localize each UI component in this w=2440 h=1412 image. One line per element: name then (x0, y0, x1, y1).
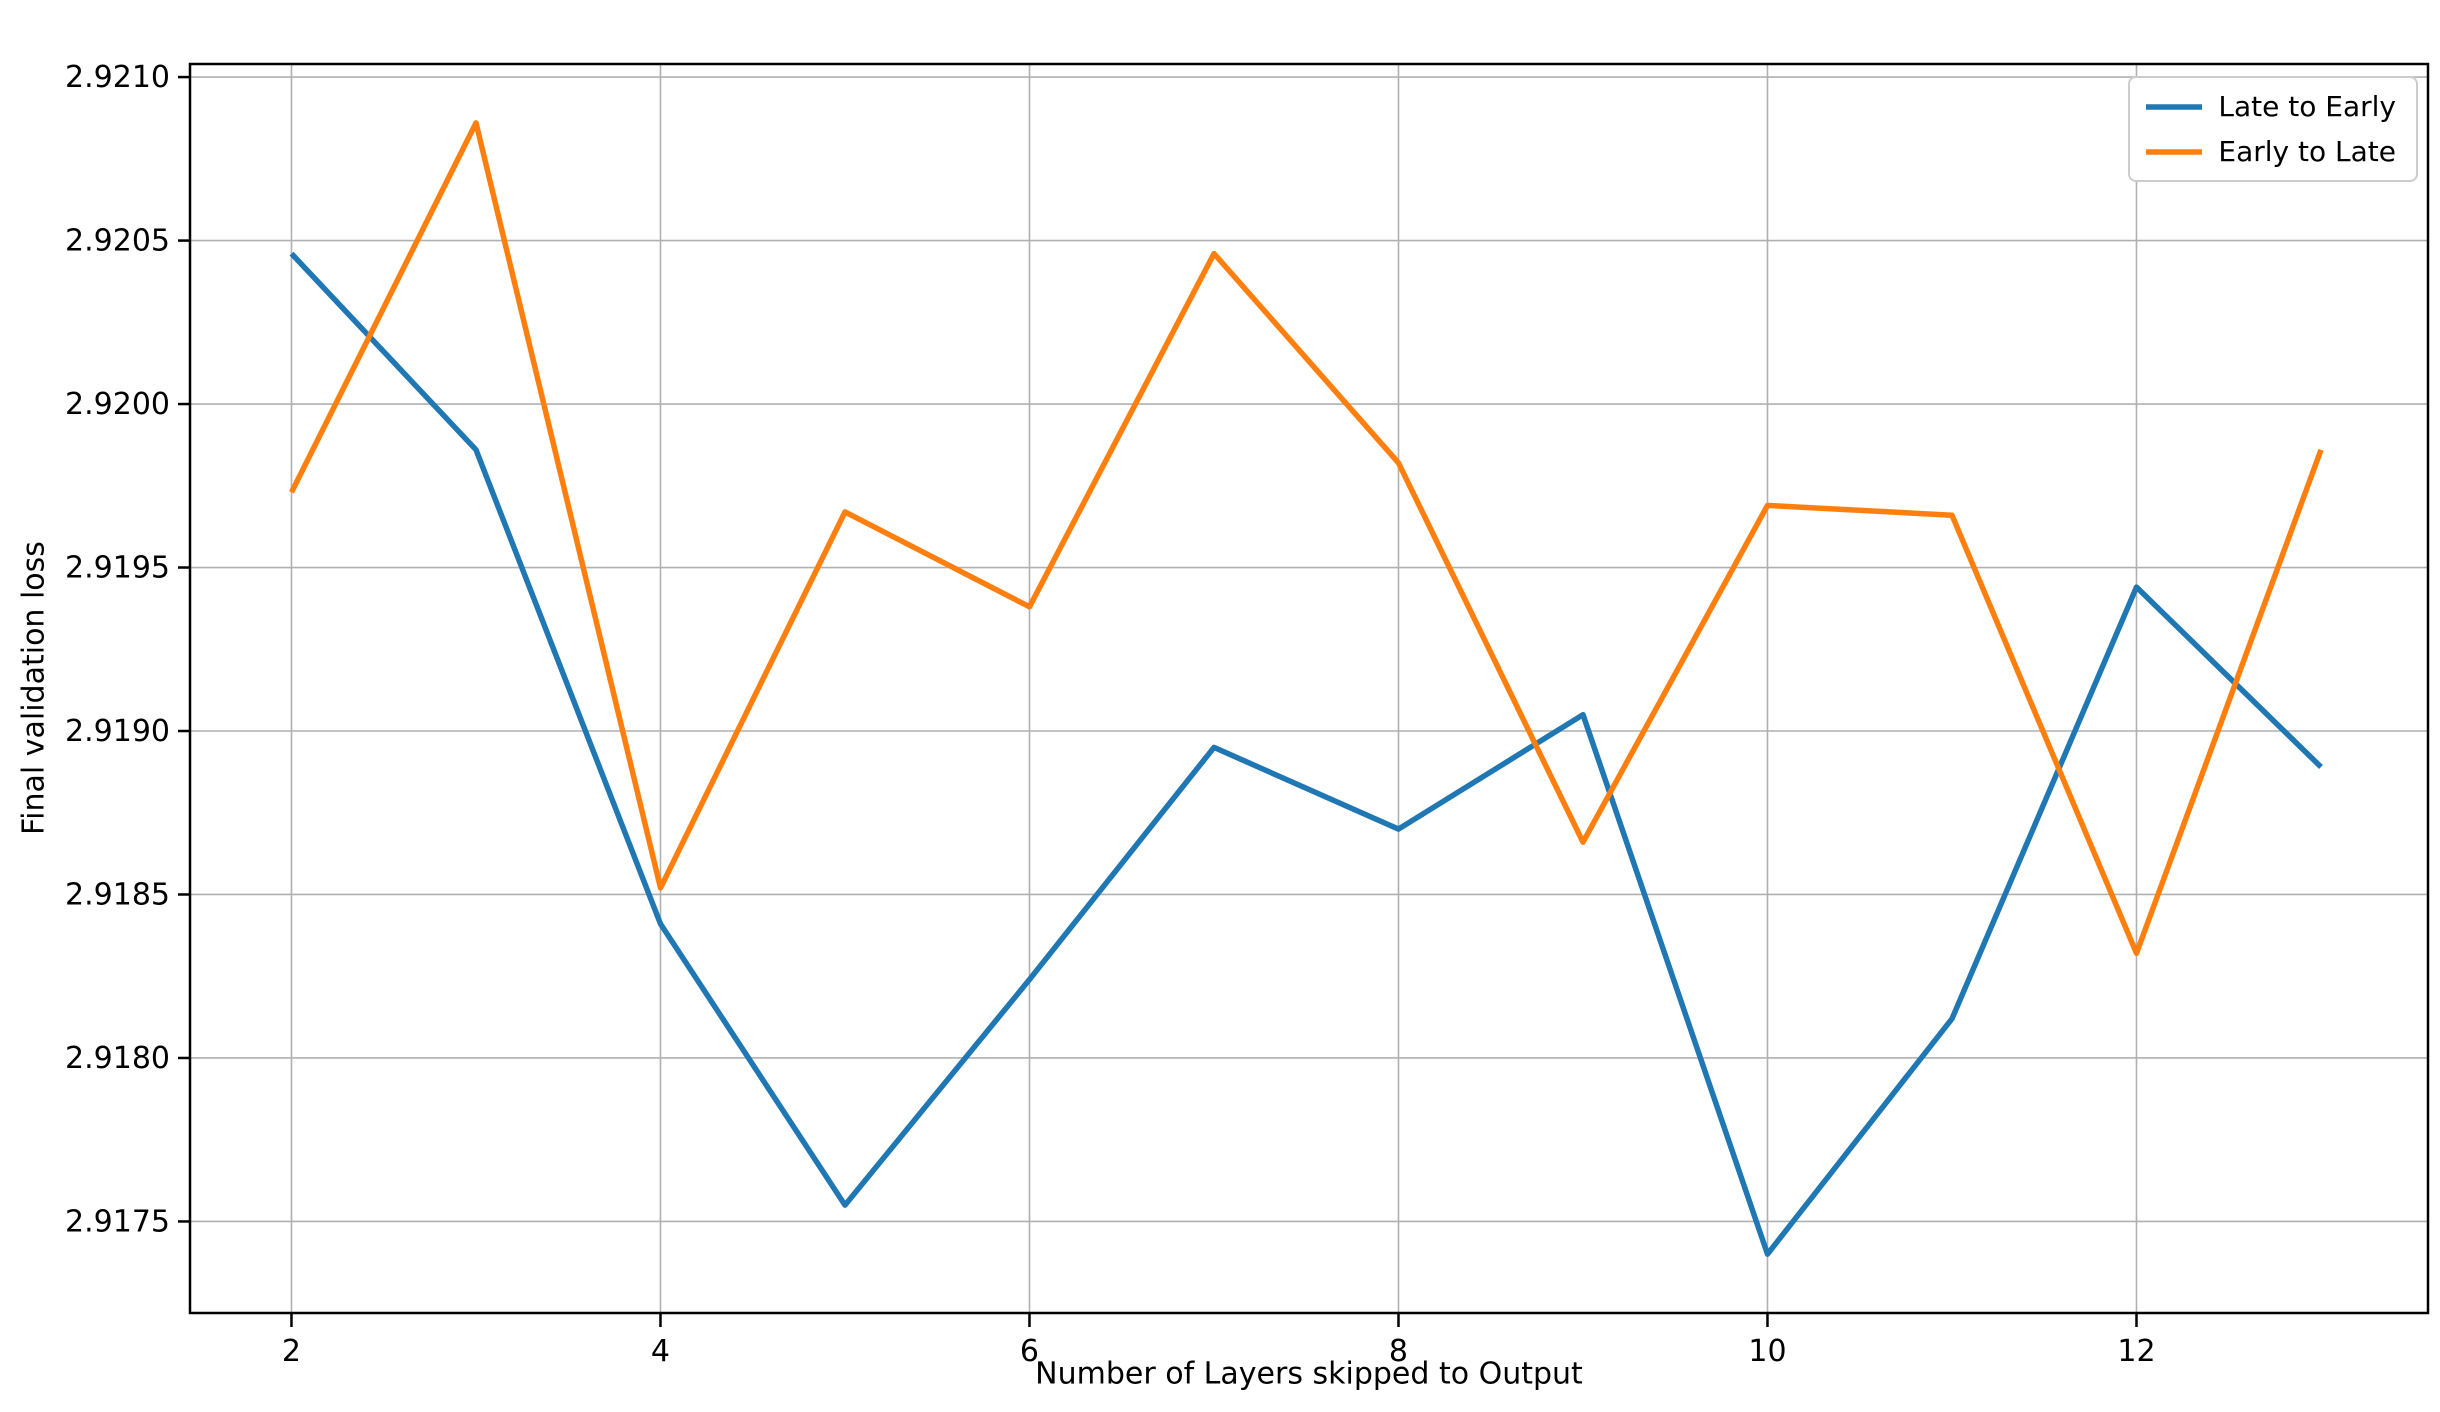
x-tick-label: 4 (651, 1334, 670, 1369)
y-tick-label: 2.9195 (65, 551, 170, 586)
series-line-late-to-early (289, 251, 2323, 1257)
y-tick-label: 2.9180 (65, 1041, 170, 1076)
x-tick-label: 6 (1020, 1334, 1039, 1369)
legend-label: Early to Late (2218, 135, 2396, 168)
y-tick-label: 2.9185 (65, 877, 170, 912)
series-line-early-to-late (289, 120, 2324, 957)
legend-label: Late to Early (2218, 90, 2396, 123)
legend-line-sample-early-to-late (2146, 148, 2203, 155)
y-tick-label: 2.9200 (65, 387, 170, 422)
axis-ticks (178, 75, 2138, 1327)
x-axis-label: Number of Layers skipped to Output (1035, 1356, 1583, 1392)
y-tick-label: 2.9205 (65, 224, 170, 259)
tick-labels: 2 4 6 8 10 12 2.9175 2.9180 2.9185 2.9190 2.9195 2.… (65, 60, 2156, 1369)
legend-item: Early to Late (2146, 135, 2396, 168)
y-tick-label: 2.9175 (65, 1204, 170, 1239)
y-axis-label: Final validation loss (16, 541, 52, 835)
legend-item: Late to Early (2146, 90, 2396, 123)
y-tick-label: 2.9210 (65, 60, 170, 95)
x-tick-label: 10 (1748, 1334, 1786, 1369)
y-tick-label: 2.9190 (65, 714, 170, 749)
legend-line-sample-late-to-early (2146, 103, 2203, 110)
x-tick-label: 12 (2117, 1334, 2155, 1369)
legend: Late to Early Early to Late (2128, 76, 2418, 182)
x-tick-label: 8 (1389, 1334, 1408, 1369)
plot-frame (188, 62, 2430, 1315)
x-tick-label: 2 (282, 1334, 301, 1369)
grid-lines (190, 64, 2428, 1313)
